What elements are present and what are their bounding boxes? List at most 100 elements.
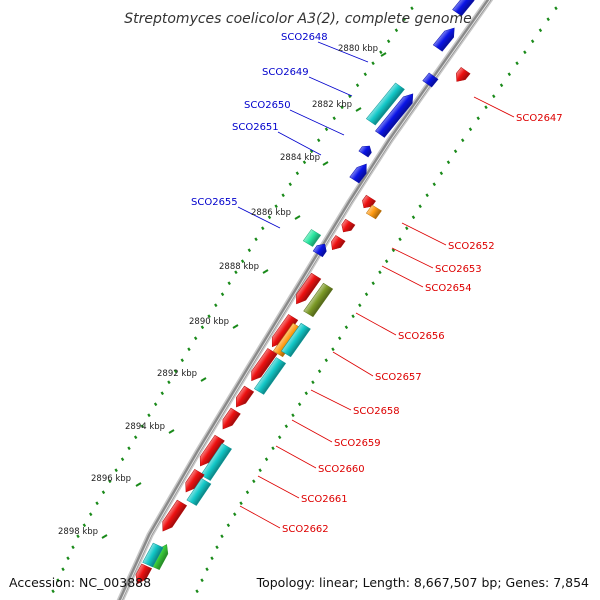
outer-forward-track-dot: [127, 446, 131, 451]
outer-forward-track-dot: [214, 303, 218, 308]
outer-forward-track-dot: [187, 347, 191, 352]
outer-forward-track-dot: [254, 237, 258, 242]
gene-label-reverse: SCO2659: [334, 438, 381, 449]
outer-reverse-track-dot: [210, 556, 214, 561]
outer-reverse-track-dot: [271, 446, 275, 451]
outer-forward-track-dot: [61, 567, 65, 572]
gene-feature-red: [251, 348, 278, 382]
map-title: Streptomyces coelicolor A3(2), complete …: [124, 11, 472, 27]
outer-reverse-track-dot: [337, 336, 342, 341]
gene-feature-red: [271, 314, 299, 348]
gene-feature-cyan: [253, 357, 287, 395]
gene-feature-red: [331, 235, 346, 251]
gene-leader-line: [257, 475, 300, 499]
backbone-layer: [116, 0, 494, 600]
gene-feature-red: [296, 272, 322, 305]
gene-feature-cyan: [280, 322, 311, 358]
gene-feature-orange: [365, 204, 382, 220]
outer-reverse-track-dot: [344, 325, 349, 330]
kbp-tick-label: 2880 kbp: [338, 44, 378, 54]
outer-forward-track-dot: [66, 556, 70, 561]
gene-leader-line: [391, 247, 434, 269]
outer-reverse-track-dot: [297, 402, 302, 407]
gene-leader-line: [289, 109, 345, 136]
outer-reverse-track-dot: [311, 380, 315, 385]
gene-leader-line: [275, 445, 317, 469]
outer-reverse-track-dot: [432, 182, 436, 187]
outer-reverse-track-dot: [523, 50, 527, 55]
outer-reverse-track-dot: [351, 314, 355, 319]
kbp-tick-label: 2884 kbp: [280, 153, 320, 163]
outer-forward-track-dot: [410, 6, 414, 11]
gene-feature-red: [199, 434, 225, 467]
outer-reverse-track-dot: [405, 226, 409, 231]
outer-reverse-track-dot: [418, 204, 422, 209]
gene-label-reverse: SCO2657: [375, 372, 422, 383]
chromosome-backbone: [118, 0, 492, 600]
outer-forward-track-dot: [267, 215, 272, 220]
gene-feature-red: [455, 67, 471, 82]
track-layer: [51, 6, 558, 594]
gene-label-reverse: SCO2652: [448, 241, 495, 252]
topology-text: Topology: linear; Length: 8,667,507 bp; …: [256, 575, 589, 590]
kbp-tick-mark: [294, 215, 301, 220]
outer-reverse-track-dot: [378, 270, 382, 275]
outer-reverse-track-dot: [492, 94, 496, 99]
outer-forward-track-dot: [234, 270, 238, 275]
accession-text: Accession: NC_003888: [9, 575, 151, 590]
gene-leader-line: [401, 222, 447, 246]
outer-forward-track-dot: [348, 94, 352, 99]
gene-label-reverse: SCO2653: [435, 264, 482, 275]
gene-feature-cyan: [200, 443, 232, 481]
gene-feature-olive: [303, 282, 334, 318]
gene-leader-line: [308, 76, 353, 97]
outer-forward-track-dot: [108, 479, 112, 484]
outer-reverse-track-dot: [232, 512, 237, 517]
outer-forward-track-dot: [288, 182, 292, 187]
outer-reverse-track-dot: [291, 413, 295, 418]
outer-forward-track-dot: [95, 501, 99, 506]
outer-reverse-track-dot: [220, 534, 224, 539]
kbp-tick-mark: [200, 377, 207, 382]
kbp-tick-mark: [262, 269, 269, 274]
gene-feature-blue: [312, 243, 327, 258]
outer-forward-track-dot: [76, 534, 80, 539]
outer-forward-track-dot: [371, 61, 375, 66]
outer-reverse-track-dot: [476, 116, 480, 121]
outer-reverse-track-dot: [358, 303, 362, 308]
outer-forward-track-dot: [394, 28, 399, 33]
outer-reverse-track-dot: [468, 127, 473, 132]
outer-forward-track-dot: [240, 259, 245, 264]
outer-reverse-track-dot: [499, 83, 504, 88]
gene-feature-cyan: [186, 478, 212, 506]
outer-forward-track-dot: [227, 281, 231, 286]
gene-leader-line: [237, 206, 281, 229]
gene-leader-line: [332, 351, 374, 377]
outer-reverse-track-dot: [258, 468, 262, 473]
outer-reverse-track-dot: [411, 215, 416, 220]
outer-reverse-track-dot: [317, 369, 322, 374]
gene-feature-blue: [358, 145, 372, 158]
outer-forward-track-dot: [207, 314, 211, 319]
outer-reverse-track-dot: [252, 479, 256, 484]
outer-reverse-track-dot: [239, 501, 243, 506]
gene-label-forward: SCO2650: [244, 100, 291, 111]
outer-reverse-track-dot: [460, 138, 465, 143]
gene-label-reverse: SCO2660: [318, 464, 365, 475]
outer-forward-track-dot: [220, 292, 225, 297]
gene-label-reverse: SCO2647: [516, 113, 563, 124]
outer-reverse-track-dot: [391, 248, 396, 253]
kbp-tick-label: 2898 kbp: [58, 527, 98, 537]
outer-forward-track-dot: [120, 457, 125, 462]
kbp-tick-mark: [380, 52, 387, 57]
outer-forward-track-dot: [274, 204, 278, 209]
gene-leader-line: [291, 419, 333, 443]
outer-forward-track-dot: [261, 226, 265, 231]
outer-reverse-track-dot: [425, 193, 429, 198]
gene-feature-blue: [375, 93, 414, 138]
outer-forward-track-dot: [88, 512, 93, 517]
outer-forward-track-dot: [324, 127, 329, 132]
outer-forward-track-dot: [386, 39, 391, 44]
gene-feature-red: [362, 194, 376, 209]
